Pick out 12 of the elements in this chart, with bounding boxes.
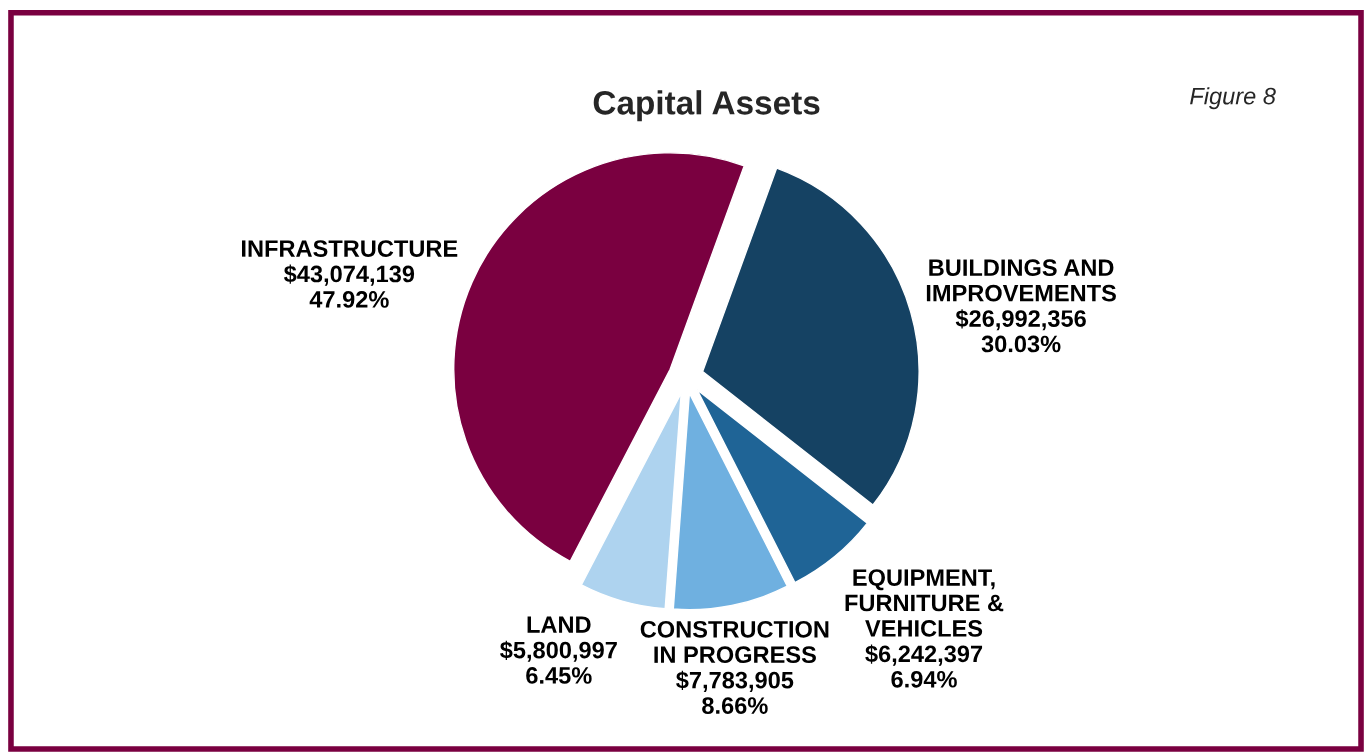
slice-label: BUILDINGS AND IMPROVEMENTS [926,259,1116,302]
slice-label: EQUIPMENT, FURNITURE & VEHICLES [845,569,1004,637]
data-label: $43,074,139 47.92% [283,264,415,308]
slice-label: LAND [527,616,591,633]
data-label: $26,992,356 30.03% [955,309,1086,353]
data-label: $6,242,397 6.94% [865,644,983,688]
caption: Figure 8 [1190,87,1276,110]
data-label: $5,800,997 6.45% [500,640,617,684]
data-label: $7,783,905 8.66% [676,670,794,714]
chart-title: Capital Assets [593,90,820,122]
slice-label: INFRASTRUCTURE [242,240,458,257]
slice-label: CONSTRUCTION IN PROGRESS [640,620,829,664]
